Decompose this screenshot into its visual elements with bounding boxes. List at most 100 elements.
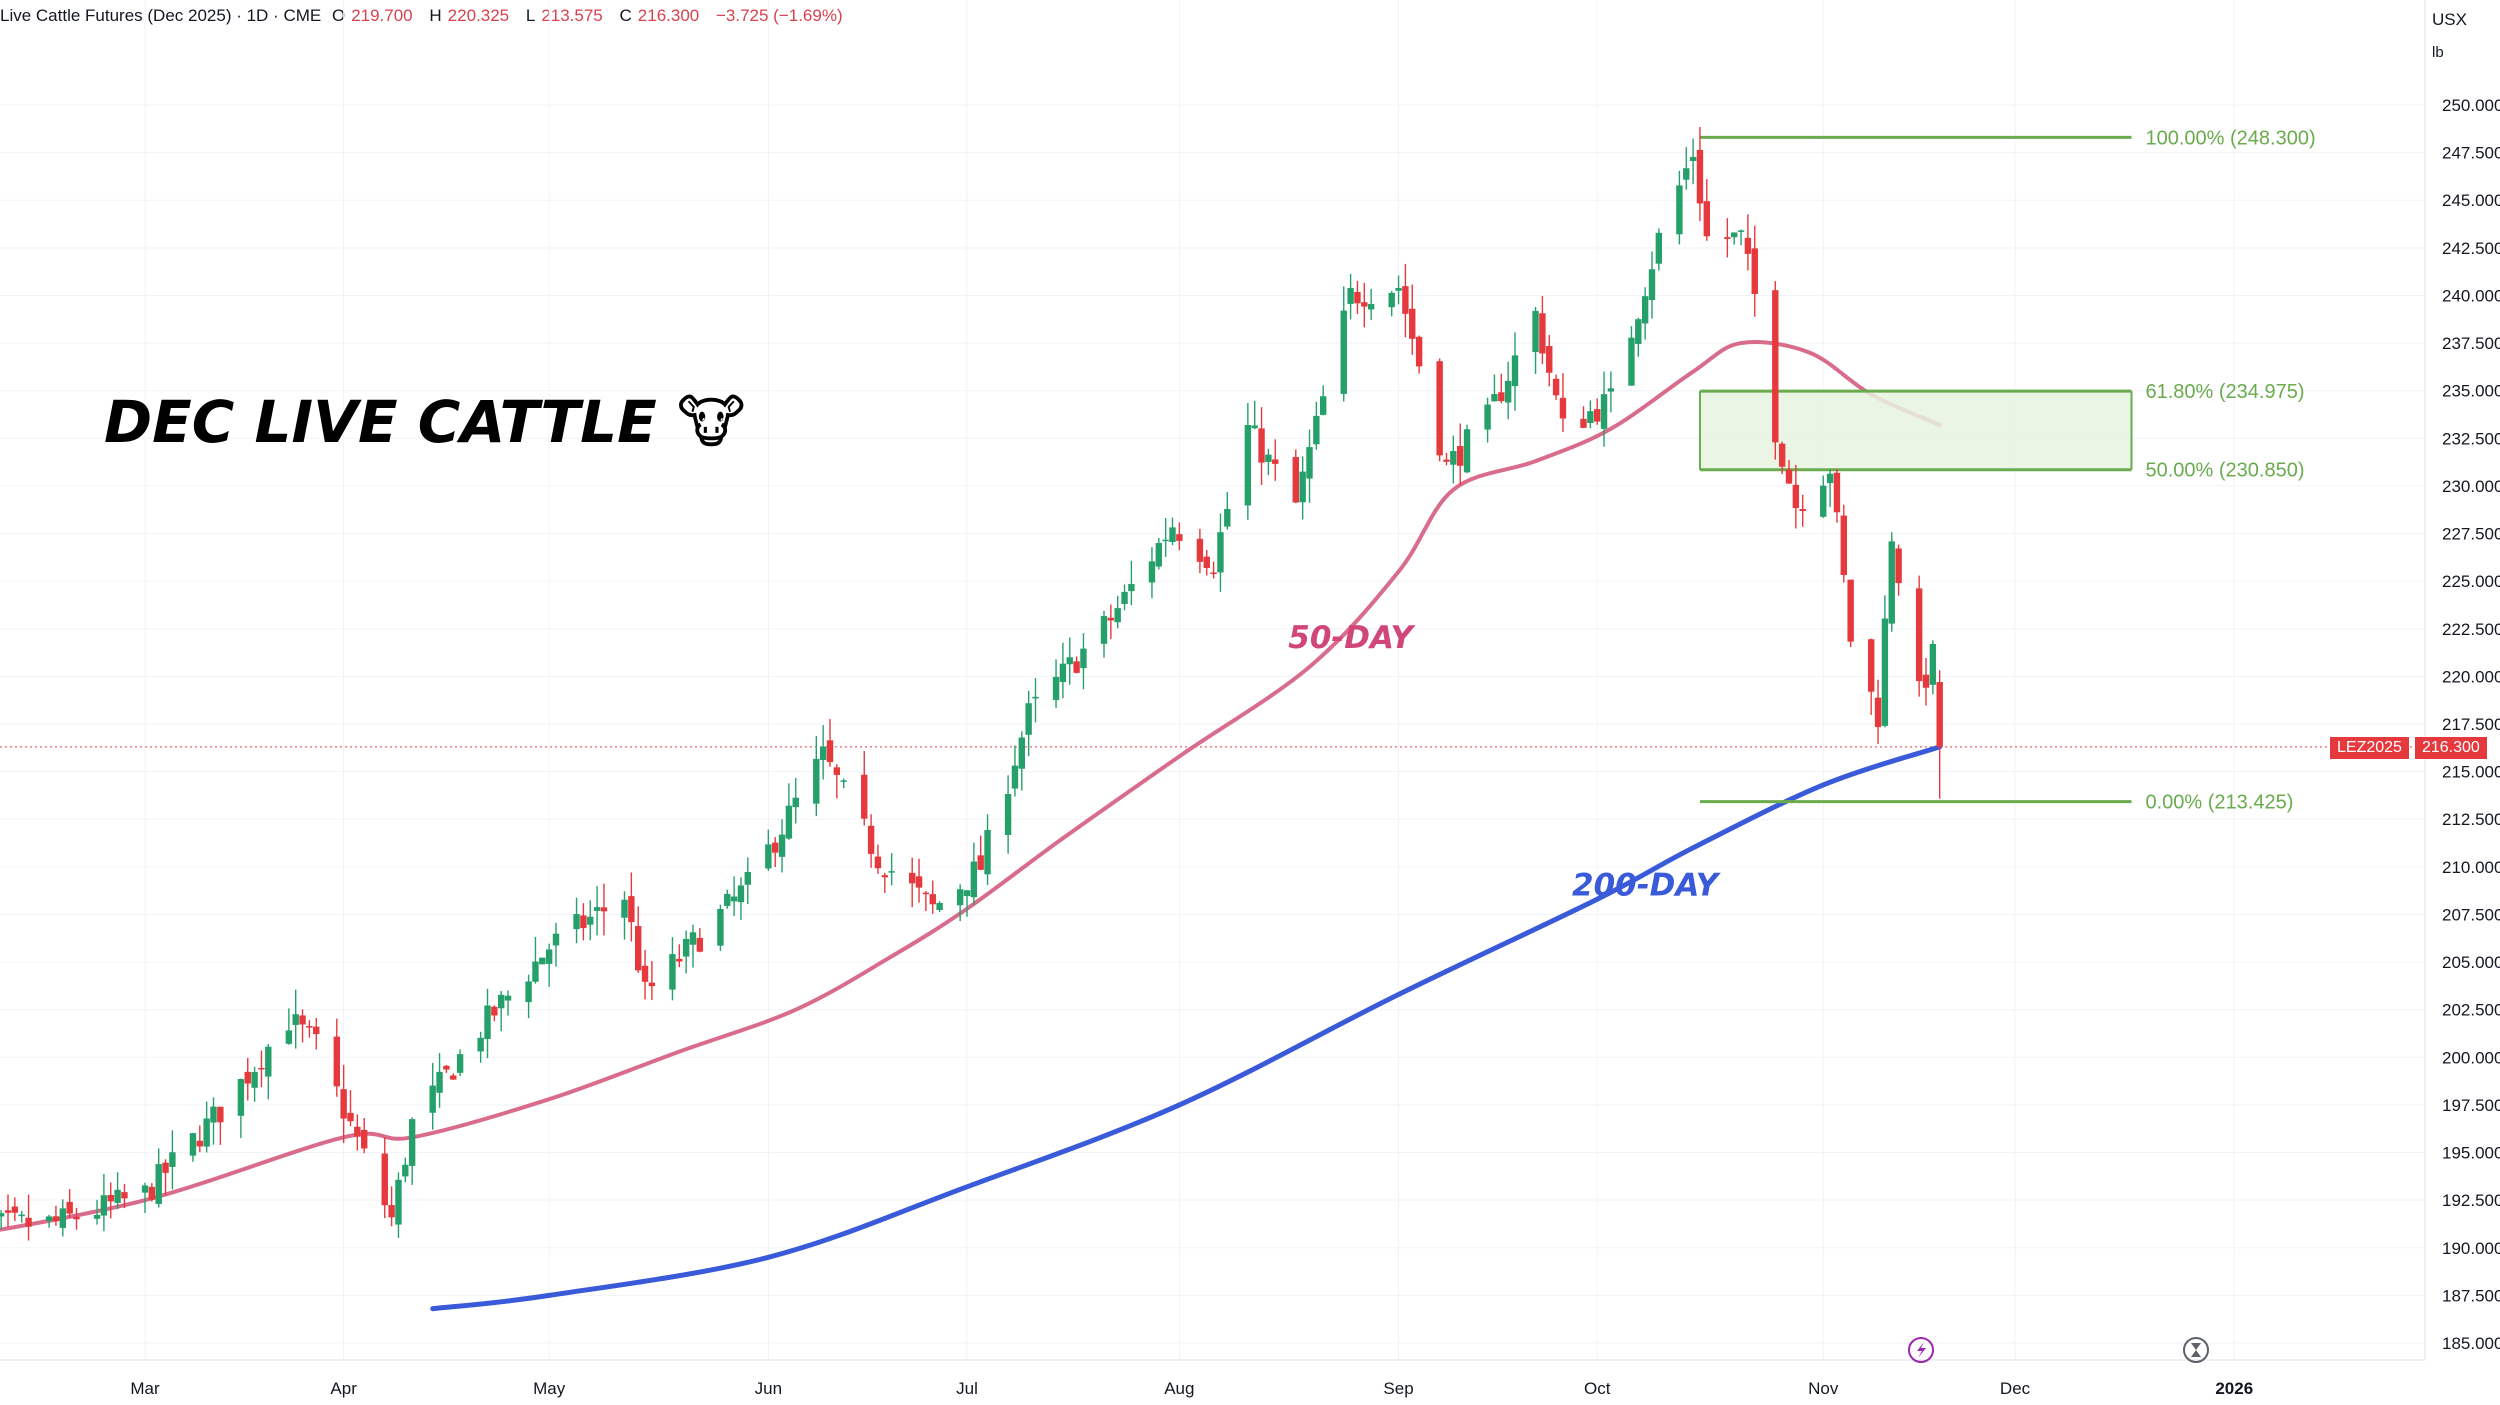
candle-up: [1511, 355, 1519, 387]
y-tick-label: 205.000: [2442, 953, 2500, 972]
badge-symbol: LEZ2025: [2330, 737, 2409, 759]
candle-up: [285, 1030, 293, 1044]
y-tick-label: 247.500: [2442, 144, 2500, 163]
candle-up: [210, 1106, 217, 1123]
candle-up: [237, 1079, 245, 1116]
fibonacci-layer: 100.00% (248.300) 61.80% (234.975) 50.00% …: [1698, 127, 2316, 814]
y-tick-label: 185.000: [2442, 1334, 2500, 1353]
candle-up: [1217, 532, 1224, 573]
fib-level-label: 61.80% (234.975): [2146, 381, 2305, 403]
candle-down: [1922, 674, 1930, 688]
y-tick-label: 237.500: [2442, 334, 2500, 353]
candle-up: [1299, 471, 1306, 503]
fib-level-label: 0.00% (213.425): [2146, 792, 2294, 814]
candle-down: [772, 842, 779, 853]
candle-down: [874, 856, 882, 869]
y-tick-label: 187.500: [2442, 1286, 2500, 1305]
candle-up: [1100, 616, 1108, 644]
candle-up: [1347, 288, 1354, 304]
candle-up: [1169, 527, 1176, 542]
y-tick-label: 195.000: [2442, 1144, 2500, 1163]
candle-up: [93, 1214, 101, 1219]
candle-down: [244, 1071, 251, 1084]
candle-up: [1320, 396, 1327, 415]
candle-down: [1073, 661, 1080, 673]
candle-down: [340, 1089, 347, 1119]
candle-up: [1114, 608, 1121, 623]
candle-up: [1251, 425, 1258, 429]
candle-down: [1840, 515, 1847, 576]
candle-up: [1491, 394, 1498, 402]
candle-down: [867, 825, 875, 854]
candle-up: [792, 797, 799, 808]
candle-down: [1580, 418, 1587, 428]
x-tick-label: 2026: [2215, 1379, 2253, 1398]
chart-header: Live Cattle Futures (Dec 2025) · 1D · CM…: [0, 6, 849, 36]
candle-down: [1354, 291, 1361, 304]
candle-up: [963, 890, 971, 897]
candle-up: [593, 907, 601, 911]
candle-up: [1128, 584, 1135, 592]
candle-up: [265, 1046, 272, 1077]
candle-up: [114, 1189, 121, 1203]
candle-down: [1772, 290, 1779, 443]
candle-down: [881, 875, 888, 878]
x-tick-label: Jun: [755, 1379, 782, 1398]
candle-down: [1833, 472, 1841, 513]
time-axis: Mar Apr May Jun Jul Aug Sep Oct Nov Dec 2026: [130, 1379, 2253, 1398]
candle-up: [717, 908, 724, 946]
y-tick-label: 245.000: [2442, 191, 2500, 210]
candle-up: [545, 949, 553, 964]
y-tick-label: 250.000: [2442, 96, 2500, 115]
fib-level-label: 50.00% (230.850): [2146, 460, 2305, 482]
candle-up: [1025, 703, 1032, 735]
candle-down: [1210, 572, 1217, 574]
candle-up: [1395, 288, 1402, 291]
candle-up: [1655, 232, 1663, 264]
candle-up: [100, 1195, 108, 1216]
candle-down: [1203, 556, 1210, 568]
candle-down: [1868, 639, 1875, 692]
candle-down: [696, 937, 704, 952]
y-tick-label: 210.000: [2442, 858, 2500, 877]
candle-down: [909, 872, 916, 884]
candle-up: [682, 938, 690, 957]
x-tick-label: Oct: [1584, 1379, 1611, 1398]
candle-up: [1607, 388, 1615, 392]
candle-up: [484, 1005, 491, 1039]
candle-down: [1915, 588, 1923, 682]
ma-200-line: [430, 744, 1943, 1312]
candle-up: [1162, 539, 1169, 542]
candle-down: [162, 1162, 169, 1173]
y-tick-label: 192.500: [2442, 1191, 2500, 1210]
candle-down: [580, 915, 587, 929]
x-tick-label: May: [533, 1379, 566, 1398]
low-label: L: [525, 6, 536, 25]
candle-down: [1402, 286, 1409, 314]
candle-up: [251, 1072, 258, 1088]
candle-down: [1409, 308, 1416, 339]
candle-up: [888, 871, 895, 873]
currency-label[interactable]: USX: [2432, 10, 2467, 29]
symbol-title[interactable]: Live Cattle Futures (Dec 2025) · 1D · CM…: [0, 6, 322, 25]
candle-down: [361, 1129, 368, 1149]
candle-down: [1696, 149, 1704, 204]
candle-down: [635, 926, 642, 971]
moving-average-layer: [0, 340, 1943, 1312]
candle-down: [443, 1065, 450, 1070]
candle-up: [408, 1119, 416, 1166]
high-value: 220.325: [447, 6, 510, 25]
candle-up: [203, 1118, 210, 1147]
candle-down: [1785, 469, 1793, 484]
candle-up: [1306, 447, 1313, 479]
candle-up: [1066, 657, 1073, 665]
candle-down: [66, 1201, 73, 1214]
candle-down: [977, 855, 984, 870]
y-tick-label: 225.000: [2442, 572, 2500, 591]
candle-up: [984, 830, 991, 875]
candle-up: [402, 1164, 409, 1177]
candle-up: [395, 1179, 402, 1225]
candle-up: [292, 1014, 299, 1025]
candle-down: [25, 1217, 32, 1227]
